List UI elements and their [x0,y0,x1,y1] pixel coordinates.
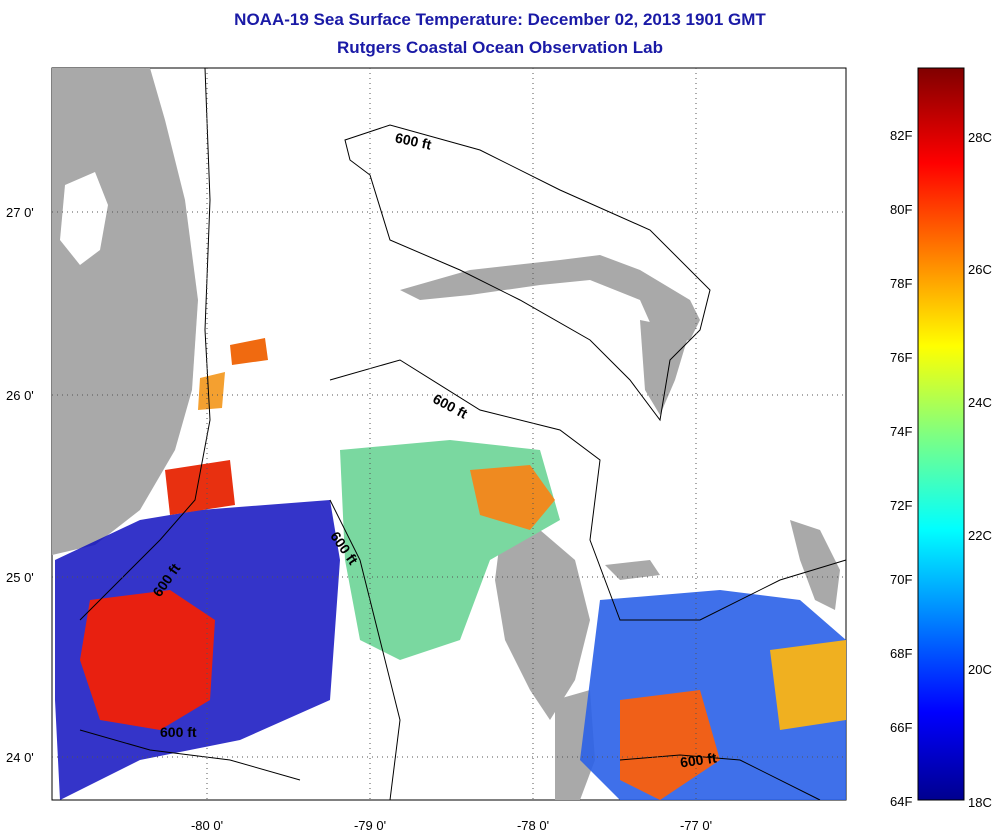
colorbar-c-label: 20C [968,662,992,677]
sst-patch-small-coast [198,372,225,410]
colorbar-f-label: 76F [890,350,913,365]
lon-label: -78 0' [516,818,550,833]
sst-patch-warm-central [470,465,555,530]
lat-label: 27 0' [6,205,34,220]
contour-label: 600 ft [160,724,197,740]
title-line-2: Rutgers Coastal Ocean Observation Lab [337,38,663,57]
sst-patch-warm-west [80,590,215,730]
colorbar-c-label: 26C [968,262,992,277]
colorbar-f-label: 78F [890,276,913,291]
sst-patch-warm-florida [165,460,235,515]
contour-600ft-southeast [619,754,821,801]
colorbar-c-label: 24C [968,395,992,410]
contour-600ft-great-bahama [329,359,847,621]
colorbar-f-label: 82F [890,128,913,143]
sst-patch-warm-southeast [620,690,720,800]
sst-patch-warm-east [770,640,846,730]
colorbar-f-label: 80F [890,202,913,217]
andros-land [495,530,590,720]
abaco-land [640,320,690,415]
colorbar-f-label: 70F [890,572,913,587]
contour-600ft-bahama-bank [344,124,711,422]
lon-label: -80 0' [190,818,224,833]
lat-label: 24 0' [6,750,34,765]
colorbar-f-label: 74F [890,424,913,439]
contour-600ft-south [79,729,301,781]
colorbar-f-label: 68F [890,646,913,661]
title-line-1: NOAA-19 Sea Surface Temperature: Decembe… [234,10,766,29]
lon-label: -77 0' [679,818,713,833]
lat-label: 25 0' [6,570,34,585]
colorbar-f-label: 66F [890,720,913,735]
lon-label: -79 0' [353,818,387,833]
andros-south-land [555,690,595,800]
colorbar [917,67,965,801]
colorbar-f-label: 72F [890,498,913,513]
colorbar-f-label: 64F [890,794,913,809]
sst-patch-small-north [230,338,268,365]
contour-600ft-andros-west [329,499,401,801]
new-providence-land [605,560,660,580]
eleuthera-land [790,520,840,610]
lake-okeechobee [60,172,108,265]
grid-lines [52,68,846,800]
lat-label: 26 0' [6,388,34,403]
contour-600ft-florida [79,67,211,621]
colorbar-c-label: 22C [968,528,992,543]
colorbar-c-label: 28C [968,130,992,145]
colorbar-c-label: 18C [968,795,992,810]
